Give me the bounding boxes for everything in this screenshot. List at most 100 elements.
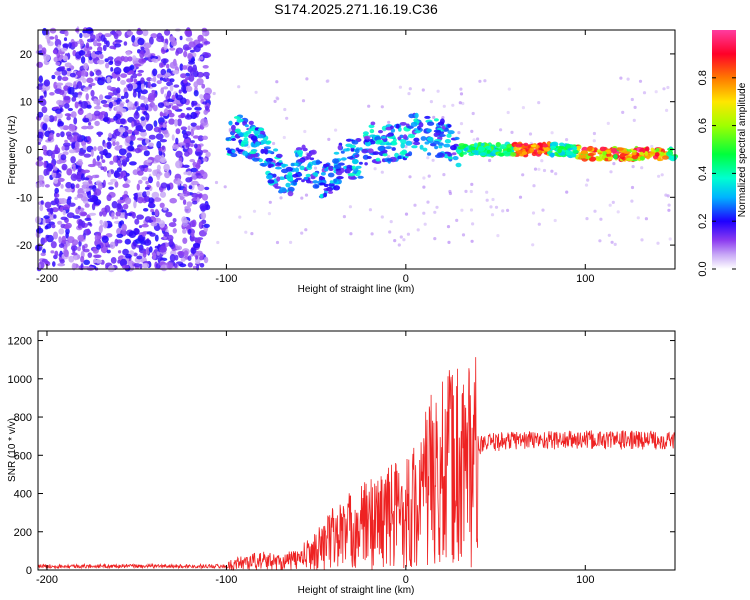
spectrogram-point [510, 130, 514, 134]
spectrogram-ridge-point [420, 136, 427, 141]
spectrogram-point [58, 243, 65, 249]
spectrogram-ridge-point [414, 130, 421, 134]
spectrogram-point [95, 69, 102, 76]
snr-y-tick-label: 800 [14, 412, 32, 424]
spectrogram-point [124, 130, 128, 138]
spectrogram-point [122, 161, 127, 167]
spectrogram-point [195, 255, 199, 260]
spectrogram-point [159, 62, 164, 68]
spectrogram-ridge-point [326, 186, 334, 192]
spectrogram-point [72, 92, 80, 98]
spectrogram-ridge-point [292, 173, 299, 178]
spectrogram-point [101, 235, 109, 243]
spectrogram-point [662, 87, 666, 91]
spectrogram-point [485, 190, 489, 194]
spectrogram-point [140, 145, 148, 151]
spectrogram-point [51, 150, 59, 155]
spectrogram-point [79, 32, 83, 39]
spectrogram-ridge-point [405, 153, 410, 157]
spectrogram-point [72, 41, 78, 48]
spectrogram-x-tick-label: 0 [403, 273, 409, 285]
spectrogram-ridge-point [263, 162, 269, 166]
spectrogram-point [62, 209, 66, 216]
spectrogram-point [137, 170, 144, 176]
spectrogram-point [275, 240, 280, 245]
spectrogram-point [485, 198, 489, 202]
spectrogram-point [300, 231, 304, 235]
spectrogram-point [65, 232, 69, 239]
spectrogram-ridge-point [644, 151, 649, 156]
spectrogram-point [77, 91, 83, 96]
spectrogram-point [55, 108, 62, 114]
spectrogram-ridge-point [427, 152, 432, 156]
spectrogram-point [77, 108, 84, 115]
spectrogram-ridge-point [323, 163, 330, 167]
spectrogram-point [640, 238, 644, 242]
spectrogram-point [93, 39, 98, 47]
spectrogram-point [137, 69, 144, 73]
spectrogram-point [667, 208, 671, 212]
spectrogram-point [114, 216, 119, 220]
spectrogram-point [666, 85, 670, 90]
spectrogram-point [81, 77, 87, 84]
spectrogram-point [621, 110, 625, 114]
spectrogram-point [156, 140, 162, 149]
spectrogram-point [435, 205, 439, 209]
spectrogram-point [52, 166, 58, 171]
spectrogram-ridge-point [386, 142, 393, 146]
spectrogram-ridge-point [479, 152, 487, 156]
spectrogram-point [565, 138, 569, 142]
spectrogram-point [459, 87, 463, 91]
spectrogram-ridge-point [250, 135, 258, 141]
spectrogram-point [137, 27, 142, 34]
colorbar-gradient [712, 30, 736, 269]
spectrogram-point [96, 42, 102, 47]
spectrogram-point [94, 50, 103, 55]
spectrogram-point [52, 49, 58, 54]
spectrogram-point [133, 195, 138, 201]
spectrogram-point [521, 106, 526, 110]
spectrogram-point [120, 80, 126, 85]
spectrogram-point [63, 37, 68, 42]
spectrogram-point [156, 80, 162, 85]
spectrogram-point [172, 106, 176, 110]
spectrogram-point [426, 200, 430, 204]
spectrogram-point [169, 61, 178, 69]
spectrogram-point [171, 94, 176, 100]
spectrogram-point [203, 256, 209, 264]
spectrogram-ridge-point [424, 115, 431, 119]
spectrogram-point [58, 228, 65, 235]
spectrogram-point [53, 115, 58, 122]
spectrogram-point [470, 129, 474, 133]
spectrogram-point [145, 123, 154, 131]
spectrogram-point [39, 95, 44, 100]
spectrogram-ridge-point [310, 149, 317, 155]
spectrogram-ridge-point [444, 139, 451, 144]
spectrogram-ridge-point [297, 149, 303, 156]
spectrogram-point [61, 125, 70, 131]
spectrogram-point [119, 197, 124, 200]
spectrogram-point [151, 83, 157, 88]
spectrogram-ridge-point [470, 146, 476, 151]
spectrogram-ridge-point [498, 152, 506, 157]
spectrogram-point [112, 141, 116, 147]
spectrogram-ridge-point [626, 157, 634, 162]
spectrogram-point [638, 79, 643, 83]
spectrogram-point [46, 149, 53, 157]
spectrogram-point [164, 29, 171, 36]
spectrogram-ridge-point [402, 134, 408, 140]
spectrogram-point [537, 167, 541, 171]
spectrogram-ridge-point [645, 146, 650, 152]
spectrogram-point [154, 234, 159, 242]
spectrogram-point [59, 259, 65, 264]
spectrogram-ridge-point [273, 148, 279, 152]
spectrogram-ridge-point [650, 147, 655, 152]
spectrogram-point [143, 150, 150, 157]
spectrogram-point [85, 42, 90, 49]
spectrogram-ridge-point [323, 192, 327, 198]
spectrogram-point [459, 122, 464, 126]
spectrogram-point [95, 33, 100, 40]
spectrogram-point [458, 101, 462, 105]
spectrogram-point [41, 47, 47, 55]
spectrogram-point [80, 256, 85, 263]
